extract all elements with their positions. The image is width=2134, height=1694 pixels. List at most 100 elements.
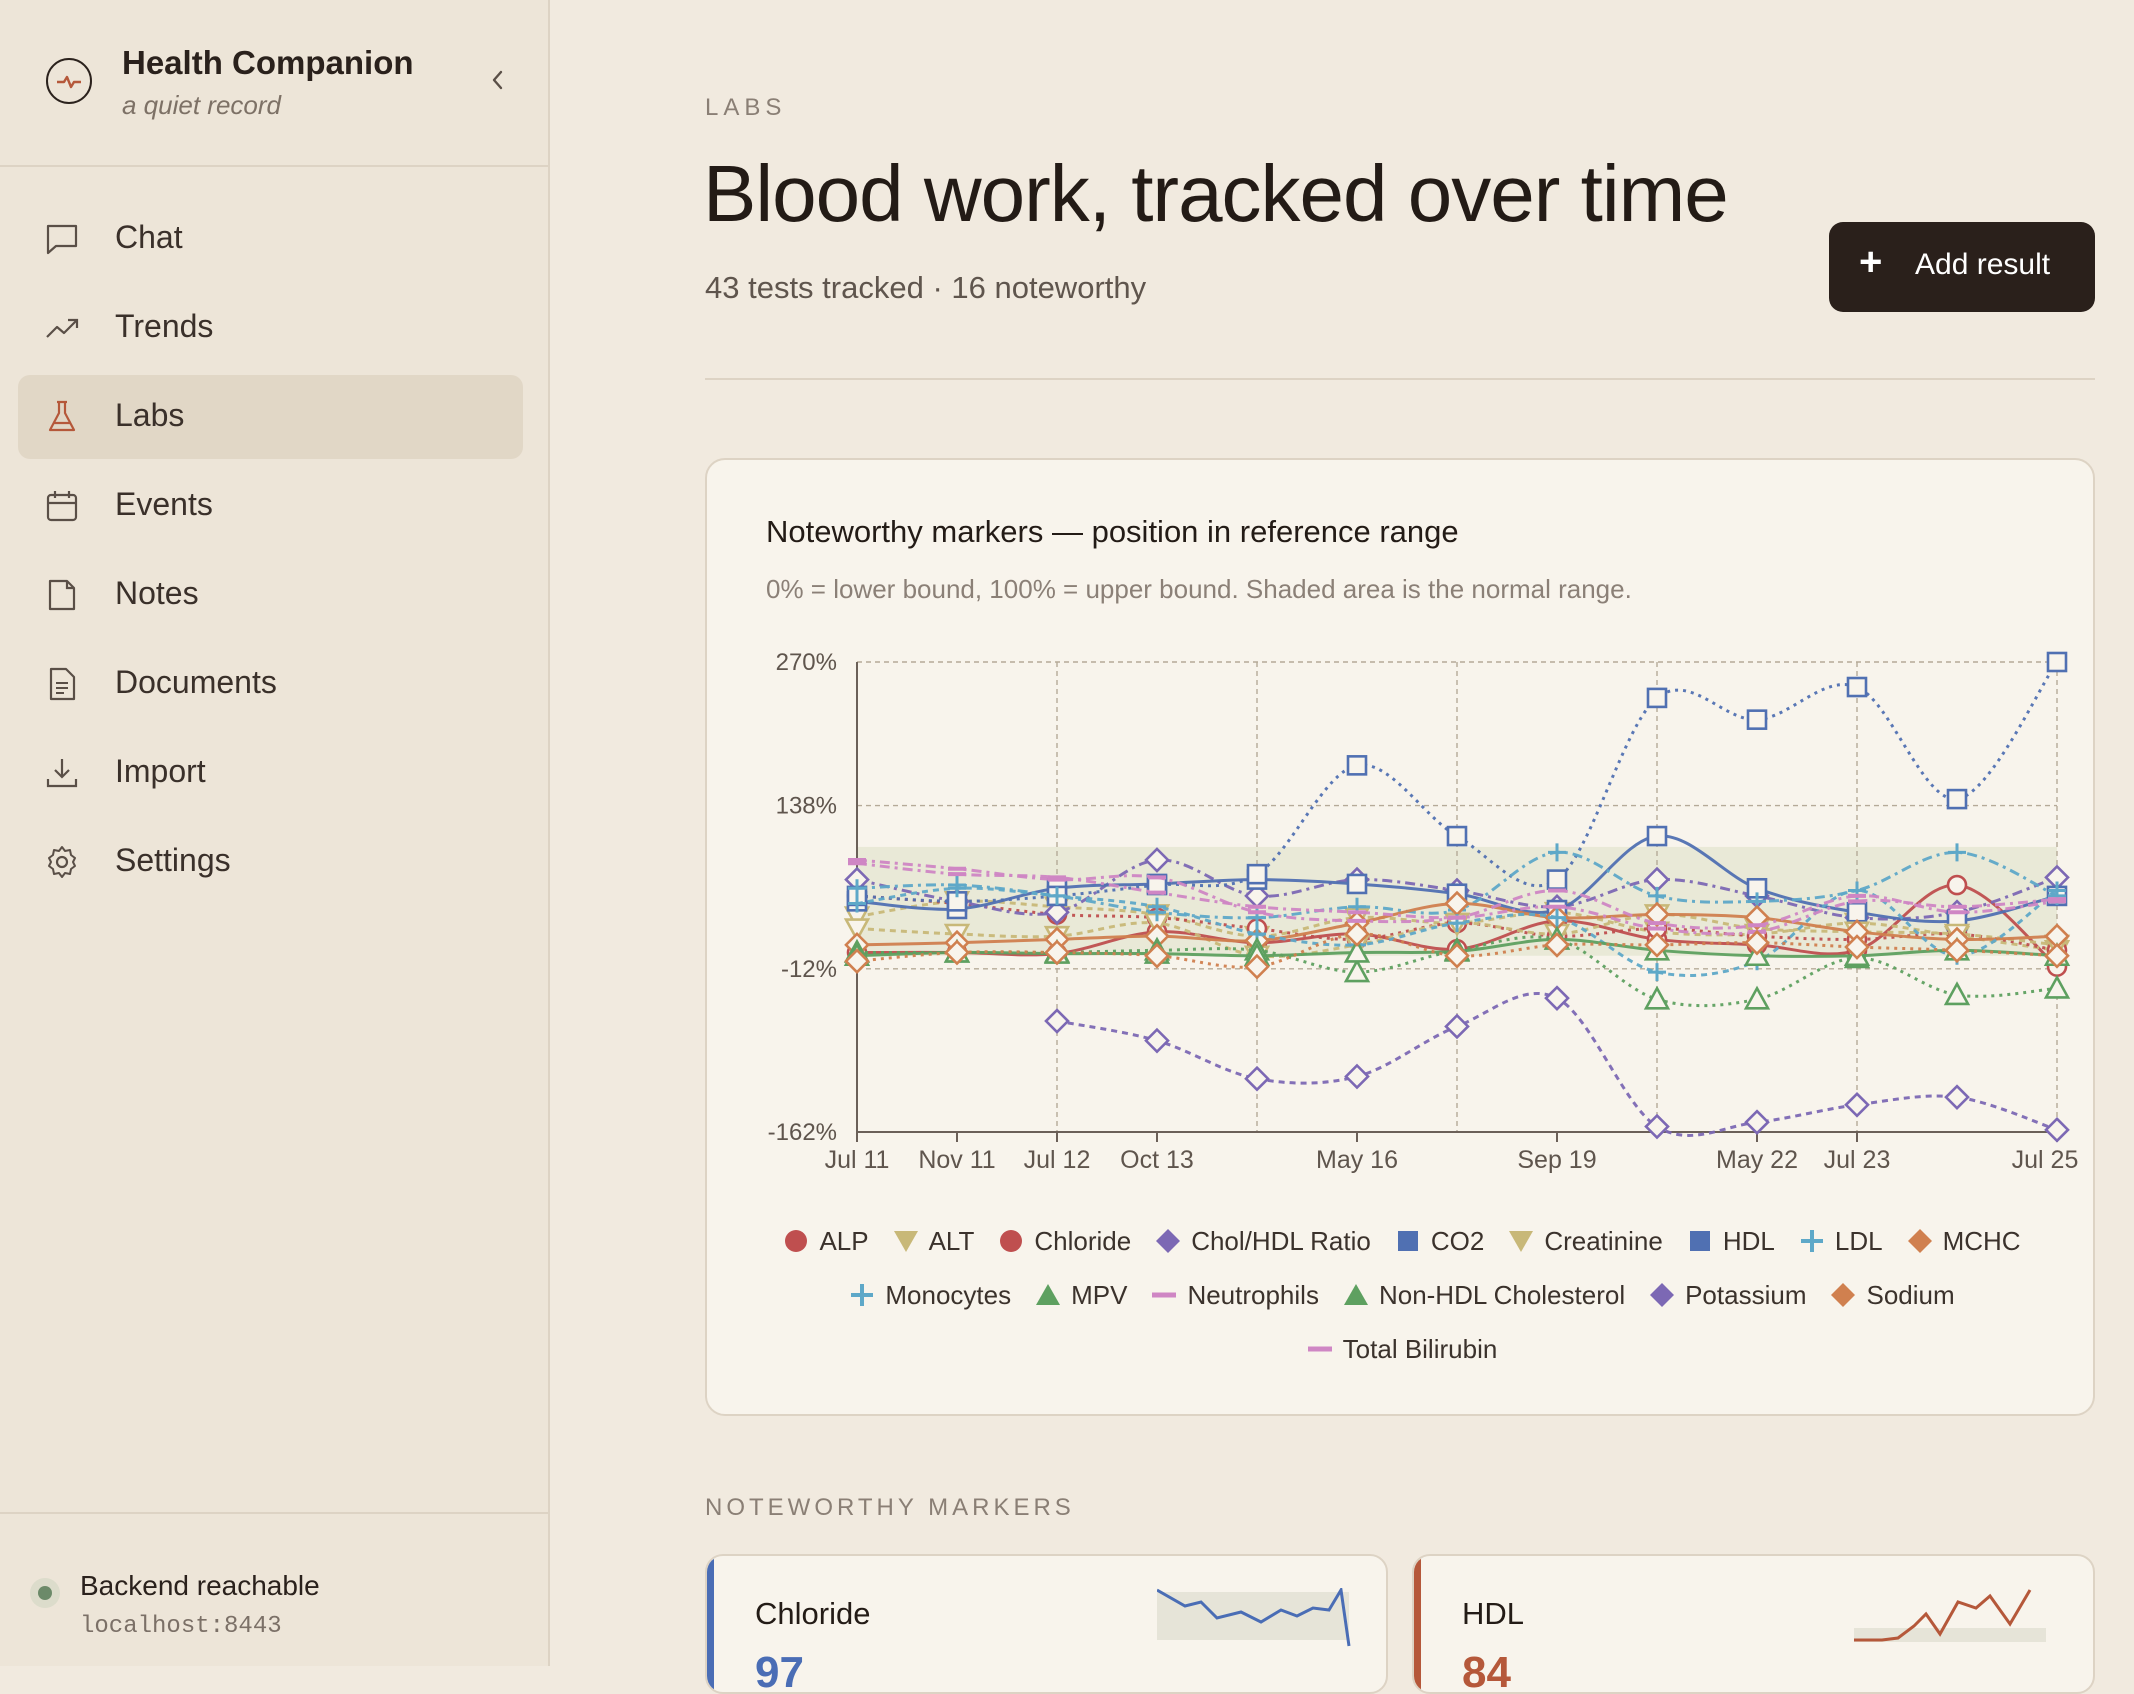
calendar-icon [46, 491, 78, 522]
data-point-monocytes [1548, 908, 1566, 927]
data-point-mpv [1643, 985, 1671, 1010]
legend-item[interactable]: Neutrophils [1139, 1272, 1331, 1318]
legend-item[interactable]: MCHC [1895, 1218, 2033, 1264]
sidebar-item-labs[interactable]: Labs [18, 375, 523, 459]
add-result-label: Add result [1915, 248, 2051, 281]
legend-line-icon [1152, 1292, 1177, 1298]
data-point-monocytes [1048, 886, 1066, 905]
data-point-sodium [2044, 942, 2070, 969]
x-tick-label: Jul 12 [1024, 1146, 1091, 1174]
legend-label: ALT [928, 1225, 975, 1256]
sidebar-item-label: Notes [115, 575, 199, 611]
chart-card: Noteworthy markers — position in referen… [705, 458, 2095, 1416]
series-line-hdl [856, 661, 2059, 903]
data-point-non-hdl-cholesterol [1343, 938, 1371, 963]
data-point-hdl [1346, 755, 1368, 776]
status-indicator-icon [30, 1578, 60, 1608]
legend-item[interactable]: LDL [1787, 1218, 1895, 1264]
chat-icon [46, 224, 78, 255]
chevron-left-icon[interactable] [484, 66, 512, 94]
legend-item[interactable]: Chol/HDL Ratio [1143, 1218, 1383, 1264]
trend-icon [46, 318, 79, 338]
legend-item[interactable]: CO2 [1383, 1218, 1496, 1264]
sidebar-item-documents[interactable]: Documents [18, 642, 523, 726]
legend-item[interactable]: Chloride [986, 1218, 1143, 1264]
data-point-potassium [1844, 1091, 1870, 1118]
data-point-potassium [1644, 1113, 1670, 1140]
data-point-ldl [1948, 843, 1966, 862]
sidebar-item-import[interactable]: Import [18, 731, 523, 815]
legend-triangle-icon [1343, 1284, 1368, 1305]
marker-card-hdl[interactable]: HDL 84 [1412, 1554, 2095, 1694]
pulse-logo-icon [46, 58, 92, 104]
page-eyebrow: LABS [705, 94, 787, 121]
sidebar-item-label: Settings [115, 842, 231, 878]
legend-item[interactable]: Sodium [1818, 1272, 1966, 1318]
data-point-potassium [2044, 1116, 2070, 1143]
legend-label: Total Bilirubin [1342, 1333, 1498, 1364]
data-point-sodium [1944, 937, 1970, 964]
page-title: Blood work, tracked over time [703, 149, 1729, 238]
series-line-potassium [1056, 991, 2058, 1137]
data-point-ldl [848, 879, 866, 898]
legend-square-icon [1689, 1231, 1710, 1251]
legend-diamond-icon [1156, 1229, 1181, 1253]
sidebar-item-label: Labs [115, 397, 185, 433]
data-point-monocytes [2048, 881, 2066, 900]
data-point-potassium [1944, 1084, 1970, 1111]
sidebar-item-notes[interactable]: Notes [18, 553, 523, 637]
data-point-hdl [1546, 869, 1568, 890]
y-tick-label: 270% [776, 649, 837, 676]
data-point-monocytes [1648, 963, 1666, 982]
data-point-monocytes [948, 879, 966, 898]
card-accent [1414, 1556, 1421, 1692]
gear-icon [48, 846, 76, 878]
data-point-chol-hdl-ratio [1044, 899, 1070, 926]
legend-item[interactable]: Creatinine [1496, 1218, 1675, 1264]
data-point-hdl [1746, 709, 1768, 730]
marker-card-chloride[interactable]: Chloride 97 [705, 1554, 1388, 1694]
legend-label: MCHC [1942, 1225, 2021, 1256]
x-tick-label: Jul 11 [825, 1146, 890, 1174]
marker-name: Chloride [755, 1596, 871, 1631]
legend-circle-icon [1000, 1230, 1023, 1252]
data-point-potassium [1544, 985, 1570, 1012]
x-tick-label: Jul 23 [1824, 1146, 1891, 1174]
page-subtitle: 43 tests tracked · 16 noteworthy [705, 270, 1147, 305]
data-point-sodium [1244, 953, 1270, 980]
download-icon [46, 759, 78, 788]
sidebar-item-label: Trends [115, 308, 214, 344]
legend-item[interactable]: ALT [881, 1218, 987, 1264]
legend-triangle-icon [1036, 1284, 1061, 1305]
data-point-potassium [1344, 1063, 1370, 1090]
legend-item[interactable]: Non-HDL Cholesterol [1331, 1272, 1637, 1318]
sidebar-item-chat[interactable]: Chat [18, 197, 523, 281]
sidebar-item-label: Documents [115, 664, 277, 700]
data-point-potassium [1244, 1065, 1270, 1092]
legend-label: Creatinine [1544, 1225, 1663, 1256]
sidebar-item-settings[interactable]: Settings [18, 820, 523, 904]
legend-item[interactable]: MPV [1023, 1272, 1139, 1318]
legend-label: Chol/HDL Ratio [1191, 1225, 1371, 1256]
legend-item[interactable]: Total Bilirubin [1295, 1326, 1510, 1372]
data-point-sodium [844, 948, 870, 975]
sidebar-item-label: Chat [115, 219, 183, 255]
y-tick-label: -12% [781, 956, 837, 983]
legend-item[interactable]: HDL [1675, 1218, 1787, 1264]
x-tick-label: Oct 13 [1120, 1146, 1194, 1174]
chart-title: Noteworthy markers — position in referen… [766, 514, 1459, 549]
legend-item[interactable]: ALP [771, 1218, 880, 1264]
section-label: NOTEWORTHY MARKERS [705, 1494, 1075, 1521]
data-point-potassium [1444, 1013, 1470, 1040]
sidebar-item-trends[interactable]: Trends [18, 286, 523, 370]
add-result-button[interactable]: + Add result [1829, 222, 2095, 312]
data-point-sodium [1144, 942, 1170, 969]
legend-label: Monocytes [885, 1279, 1012, 1310]
sidebar-item-events[interactable]: Events [18, 464, 523, 548]
legend-triangle-down-icon [1509, 1231, 1534, 1252]
legend-label: Potassium [1685, 1279, 1807, 1310]
legend-item[interactable]: Monocytes [837, 1272, 1023, 1318]
data-point-hdl [1846, 676, 1868, 698]
y-tick-label: 138% [776, 793, 837, 820]
legend-item[interactable]: Potassium [1637, 1272, 1818, 1318]
